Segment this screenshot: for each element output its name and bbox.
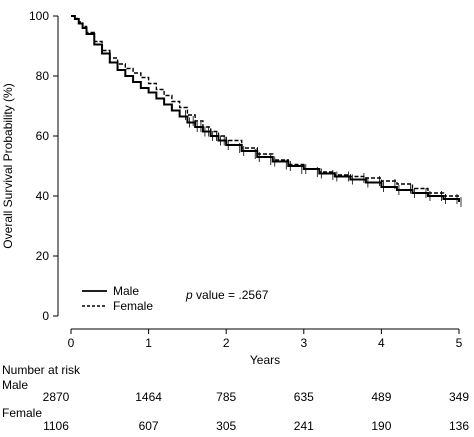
x-tick-label: 0 (68, 336, 75, 350)
y-tick-label: 80 (36, 69, 50, 83)
x-tick-label: 1 (145, 336, 152, 350)
legend-male-label: Male (113, 284, 139, 298)
risk-count-male: 349 (449, 390, 469, 404)
risk-count-female: 607 (139, 419, 159, 433)
x-tick-label: 3 (300, 336, 307, 350)
p-value-text: value = .2567 (193, 288, 269, 302)
x-axis-ticks: 0 1 2 3 4 5 (68, 329, 463, 350)
risk-count-male: 635 (294, 390, 314, 404)
p-value-italic: p (185, 288, 193, 302)
y-tick-label: 60 (36, 129, 50, 143)
x-tick-label: 2 (223, 336, 230, 350)
risk-count-male: 1464 (135, 390, 162, 404)
p-value-annotation: p value = .2567 (185, 288, 269, 302)
risk-count-female: 241 (294, 419, 314, 433)
y-tick-label: 0 (42, 309, 49, 323)
risk-count-male: 785 (216, 390, 236, 404)
risk-count-female: 1106 (43, 419, 69, 433)
censor-marks (184, 110, 462, 207)
series-line-male (71, 15, 460, 202)
legend-female-label: Female (113, 299, 153, 313)
risk-count-female: 305 (216, 419, 236, 433)
risk-row-label-female: Female (2, 406, 42, 420)
y-tick-label: 20 (36, 249, 50, 263)
y-tick-label: 100 (29, 9, 49, 23)
risk-count-female: 136 (449, 419, 469, 433)
y-axis-label: Overall Survival Probability (%) (1, 83, 15, 248)
risk-count-female: 190 (371, 419, 391, 433)
x-tick-label: 5 (456, 336, 463, 350)
risk-table-counts: 2870 1464 785 635 489 349 1106 607 305 241 190 136 (43, 390, 470, 433)
risk-count-male: 489 (371, 390, 391, 404)
x-axis-label: Years (250, 353, 280, 367)
risk-table-title: Number at risk (2, 363, 81, 377)
series-layer (71, 15, 460, 202)
x-tick-label: 4 (378, 336, 385, 350)
risk-count-male: 2870 (43, 390, 70, 404)
legend: Male Female (82, 284, 153, 313)
series-line-female (71, 15, 460, 199)
risk-row-label-male: Male (2, 378, 28, 392)
y-axis-ticks: 0 20 40 60 80 100 (29, 9, 58, 323)
y-tick-label: 40 (36, 189, 50, 203)
